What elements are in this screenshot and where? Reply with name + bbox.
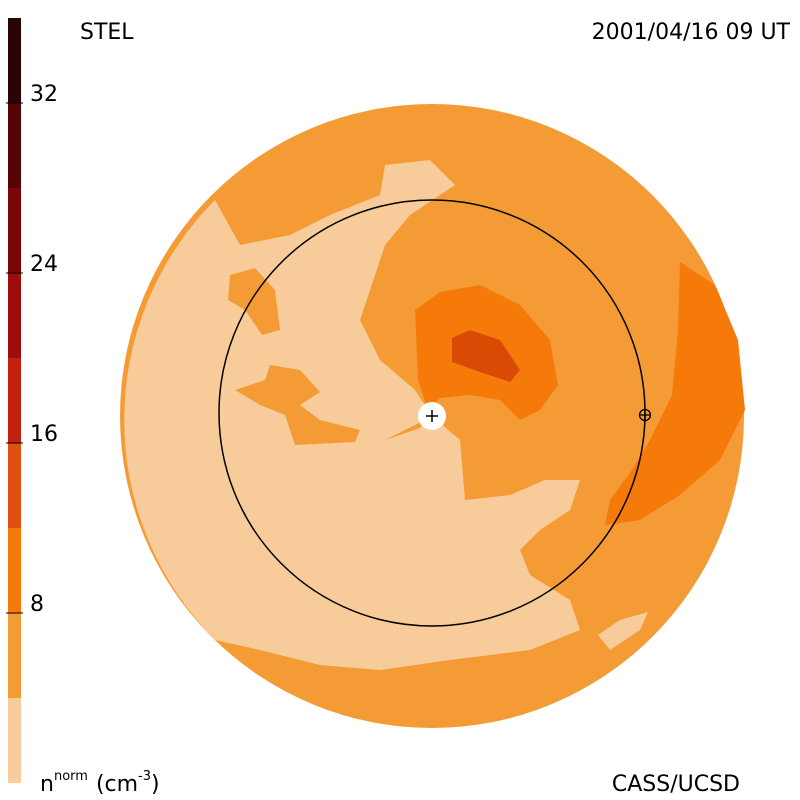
label-part: (cm	[96, 772, 138, 797]
sun-symbol	[426, 410, 438, 422]
tick-label: 24	[30, 252, 58, 277]
label-part: norm	[54, 769, 88, 784]
region	[452, 330, 520, 382]
color-band	[8, 443, 21, 528]
colorbar: 8 16 24 32	[6, 18, 58, 783]
color-band	[8, 103, 21, 188]
color-band	[8, 188, 21, 273]
credit: CASS/UCSD	[612, 772, 740, 797]
region	[235, 365, 360, 445]
color-band	[8, 18, 21, 103]
region	[228, 268, 280, 335]
tick-label: 8	[30, 592, 44, 617]
region	[318, 152, 362, 175]
region	[385, 420, 425, 440]
density-map	[120, 104, 745, 728]
tick-label: 32	[30, 82, 58, 107]
earth-symbol	[639, 409, 651, 421]
region	[598, 612, 648, 650]
label-part: n	[40, 772, 54, 797]
tick-label: 16	[30, 422, 58, 447]
color-band	[8, 613, 21, 698]
color-band	[8, 528, 21, 613]
date: 2001/04/16 09 UT	[592, 20, 791, 45]
color-band	[8, 273, 21, 358]
color-band	[8, 698, 21, 783]
title: STEL	[80, 20, 134, 45]
color-band	[8, 358, 21, 443]
label-part: -3	[138, 769, 151, 784]
colorbar-label: nnorm (cm-3)	[40, 769, 160, 798]
label-part: )	[151, 772, 160, 797]
